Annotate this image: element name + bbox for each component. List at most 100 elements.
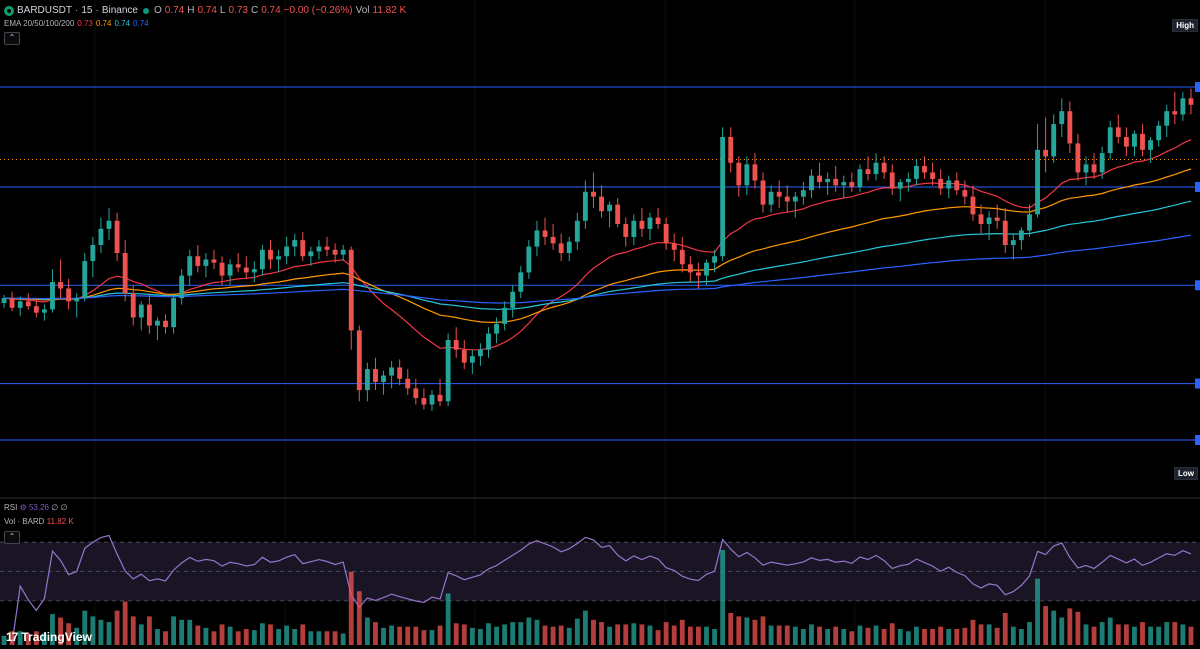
collapse-legend-button[interactable]: ⌃ — [4, 32, 20, 45]
volume-bar — [704, 626, 709, 645]
volume-bar — [938, 626, 944, 645]
exchange: Binance — [101, 4, 138, 16]
volume-bar — [195, 625, 201, 645]
volume-bar — [445, 593, 451, 645]
volume-bar — [510, 622, 516, 645]
volume-bar — [1083, 624, 1089, 645]
volume-bar — [74, 627, 80, 645]
volume-bar — [623, 624, 629, 645]
candle-body — [946, 180, 952, 189]
volume-bar — [566, 627, 572, 645]
volume-bar — [90, 616, 96, 645]
volume-bar — [9, 631, 15, 645]
volume-bar — [437, 625, 443, 645]
volume-bar — [526, 617, 532, 645]
candle-body — [1164, 111, 1170, 126]
candle-body — [897, 182, 903, 189]
volume-bar — [752, 619, 758, 645]
volume-bar — [582, 610, 588, 645]
volume-bar — [50, 614, 55, 645]
candle-body — [728, 136, 734, 163]
volume-bar — [453, 623, 459, 645]
change-value: −0.00 (−0.26%) — [283, 4, 353, 16]
candle-body — [760, 180, 766, 205]
candle-body — [316, 246, 322, 252]
candle-body — [825, 178, 831, 183]
candle-body — [978, 214, 984, 225]
candle-body — [857, 169, 863, 187]
symbol-name[interactable]: BARDUSDT — [17, 4, 73, 16]
low-label: L — [219, 4, 226, 16]
volume-bar — [922, 628, 927, 645]
candle-body — [994, 217, 1000, 221]
candle-body — [712, 256, 717, 263]
volume-bar — [1140, 622, 1145, 645]
candle-body — [66, 288, 72, 302]
candle-body — [171, 298, 177, 328]
volume-bar — [163, 631, 168, 645]
ema-20-line — [3, 139, 1192, 351]
ema-50-line — [3, 168, 1192, 324]
volume-bar — [542, 625, 548, 645]
candle-body — [195, 256, 201, 266]
candle-body — [1099, 153, 1105, 173]
ema200-value: 0.74 — [133, 18, 149, 28]
volume-bars — [1, 550, 1194, 645]
level-handle — [1195, 181, 1200, 192]
candle-body — [340, 249, 346, 255]
tradingview-logo[interactable]: 17 TradingView — [6, 630, 92, 644]
candle-body — [663, 224, 669, 244]
candle-body — [954, 180, 960, 191]
low-value: 0.73 — [228, 4, 248, 16]
volume-bar — [300, 624, 306, 645]
volume-bar — [41, 633, 47, 645]
candle-body — [82, 261, 88, 299]
candle-body — [461, 349, 467, 363]
rsi-pane — [0, 497, 1200, 644]
volume-bar — [1188, 626, 1194, 645]
volume-bar — [712, 628, 717, 645]
candle-body — [768, 191, 774, 205]
candle-body — [187, 256, 193, 276]
candle-body — [1148, 140, 1154, 150]
candle-body — [566, 241, 572, 254]
candle-body — [146, 304, 152, 326]
volume-bar — [914, 626, 919, 645]
volume-bar — [1148, 626, 1154, 645]
candle-body — [591, 191, 596, 197]
candle-body — [1027, 214, 1032, 231]
candle-body — [130, 293, 136, 318]
candle-body — [1075, 143, 1081, 173]
horizontal-levels — [0, 82, 1200, 445]
volume-bar — [550, 626, 556, 645]
market-status-icon — [142, 7, 149, 14]
chart-grid — [94, 0, 1046, 645]
interval[interactable]: 15 — [81, 4, 93, 16]
candle-body — [752, 164, 758, 181]
rsi-legend[interactable]: RSI ⚙ 53.26 ∅ ∅ — [4, 503, 67, 513]
ema-legend-row[interactable]: EMA 20/50/100/200 0.73 0.74 0.74 0.74 — [4, 17, 406, 30]
candle-body — [655, 217, 661, 225]
candle-body — [389, 367, 395, 376]
candle-body — [494, 323, 499, 334]
volume-bar — [978, 624, 984, 645]
candle-body — [1115, 127, 1121, 137]
volume-bar — [599, 622, 604, 645]
settings-icon[interactable]: ⚙ — [19, 503, 27, 512]
candle-body — [114, 220, 120, 254]
collapse-pane-button[interactable]: ⌃ — [4, 531, 20, 544]
candle-body — [364, 369, 370, 391]
candle-body — [163, 320, 168, 328]
volume-bar — [930, 628, 936, 645]
volume-bar — [494, 626, 499, 645]
symbol-row: BARDUSDT · 15 · Binance O 0.74 H 0.74 L 0.7… — [4, 4, 406, 17]
rsi-extra: ∅ ∅ — [51, 503, 68, 512]
volume-bar — [574, 618, 580, 645]
volume-bar — [728, 612, 734, 645]
chart-legend: BARDUSDT · 15 · Binance O 0.74 H 0.74 L 0.7… — [4, 4, 406, 30]
candle-body — [1051, 124, 1057, 157]
chevron-up-icon: ⌃ — [8, 33, 16, 42]
volume-legend[interactable]: Vol · BARD 11.82 K — [4, 517, 74, 527]
high-label: H — [187, 4, 195, 16]
